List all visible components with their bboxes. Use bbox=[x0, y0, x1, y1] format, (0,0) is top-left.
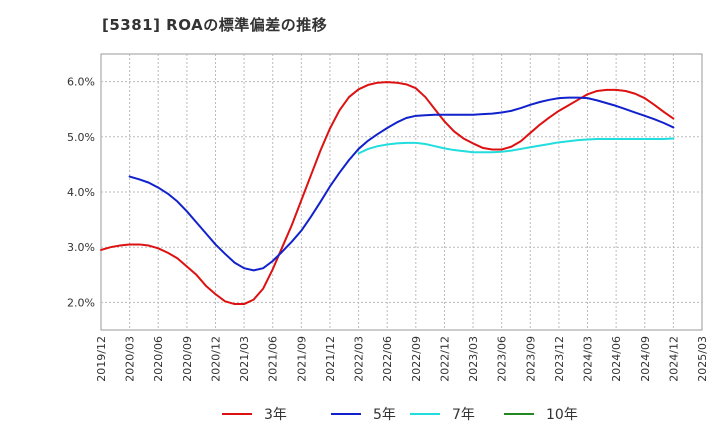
x-tick-label: 2022/12 bbox=[438, 336, 451, 382]
x-tick-label: 2020/06 bbox=[152, 336, 165, 382]
series-line-5年 bbox=[128, 96, 675, 272]
x-tick-label: 2025/03 bbox=[696, 336, 709, 382]
x-tick-label: 2024/03 bbox=[582, 336, 595, 382]
y-tick-label: 5.0% bbox=[67, 131, 95, 144]
x-tick-label: 2024/12 bbox=[667, 336, 680, 382]
x-tick-label: 2023/06 bbox=[496, 336, 509, 382]
x-tick-label: 2020/09 bbox=[181, 336, 194, 382]
x-tick-label: 2022/03 bbox=[353, 336, 366, 382]
x-tick-label: 2023/12 bbox=[553, 336, 566, 382]
x-tick-label: 2023/03 bbox=[467, 336, 480, 382]
x-tick-label: 2021/09 bbox=[295, 336, 308, 382]
x-tick-label: 2024/06 bbox=[610, 336, 623, 382]
legend-label: 7年 bbox=[452, 407, 475, 423]
x-tick-label: 2020/03 bbox=[124, 336, 137, 382]
legend-label: 5年 bbox=[373, 407, 396, 423]
y-tick-label: 3.0% bbox=[67, 241, 95, 254]
x-tick-label: 2023/09 bbox=[524, 336, 537, 382]
legend-label: 10年 bbox=[546, 407, 578, 423]
legend-label: 3年 bbox=[264, 407, 287, 423]
x-tick-label: 2019/12 bbox=[95, 336, 108, 382]
y-tick-label: 2.0% bbox=[67, 296, 95, 309]
y-tick-label: 6.0% bbox=[67, 76, 95, 89]
x-tick-label: 2022/09 bbox=[410, 336, 423, 382]
y-tick-label: 4.0% bbox=[67, 186, 95, 199]
series-line-7年 bbox=[357, 137, 675, 155]
x-tick-label: 2022/06 bbox=[381, 336, 394, 382]
series-line-3年 bbox=[100, 81, 675, 306]
x-tick-label: 2021/03 bbox=[238, 336, 251, 382]
x-tick-label: 2024/09 bbox=[639, 336, 652, 382]
x-tick-label: 2021/12 bbox=[324, 336, 337, 382]
chart-title: [5381] ROAの標準偏差の推移 bbox=[102, 16, 328, 34]
x-tick-label: 2020/12 bbox=[209, 336, 222, 382]
x-tick-label: 2021/06 bbox=[267, 336, 280, 382]
